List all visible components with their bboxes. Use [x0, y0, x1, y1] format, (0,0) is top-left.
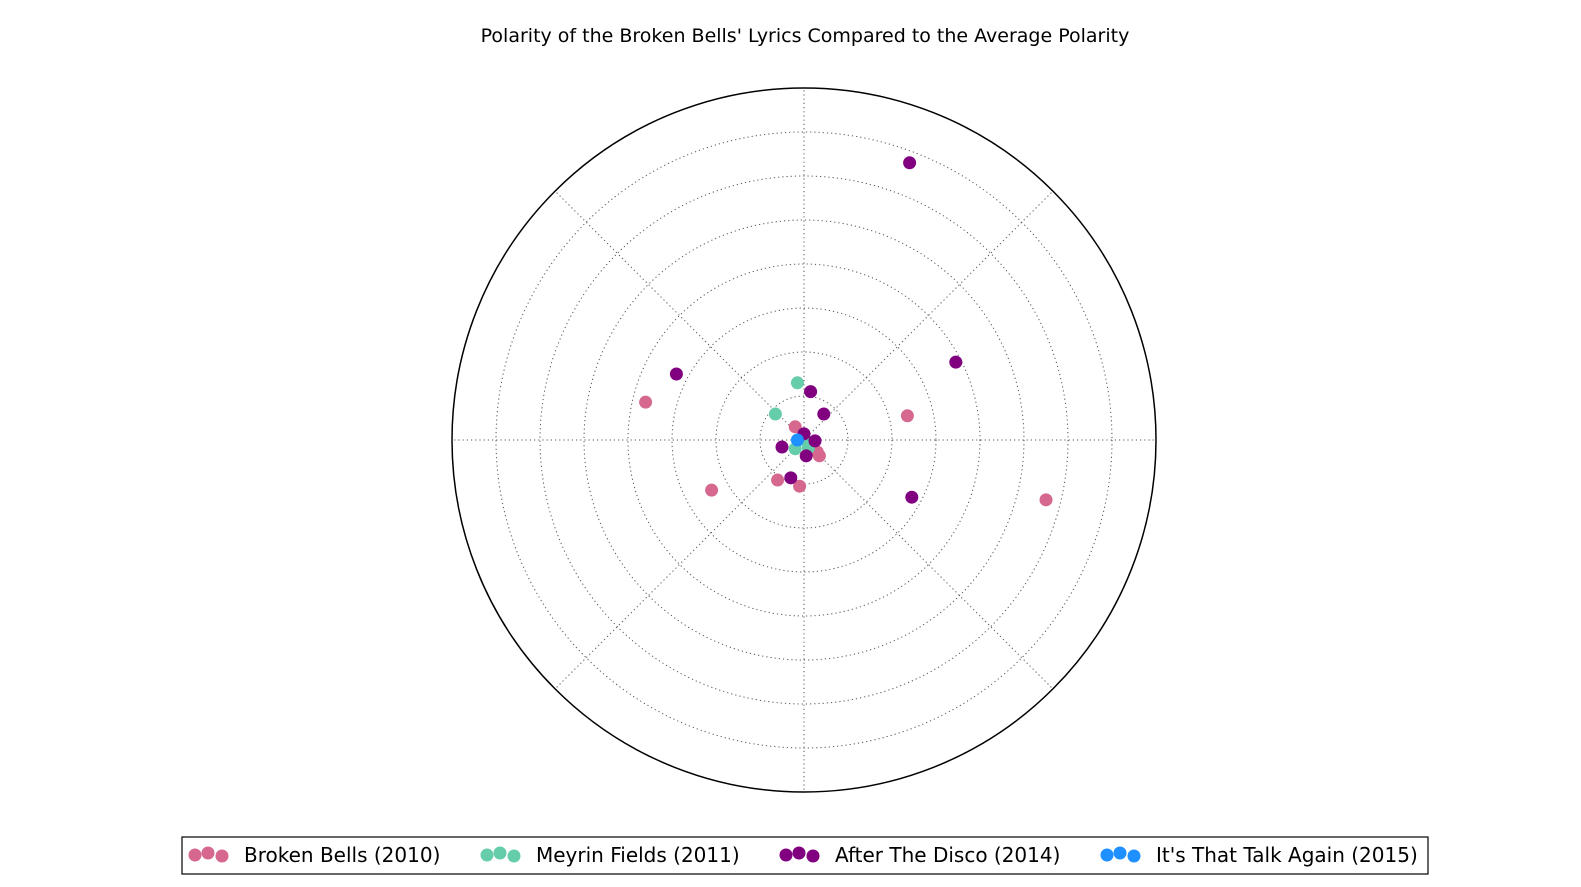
series-2	[669, 156, 963, 504]
legend-marker	[215, 849, 229, 863]
legend-marker	[480, 848, 494, 862]
polar-grid	[451, 87, 1157, 793]
data-point	[771, 473, 785, 487]
legend-marker	[806, 849, 820, 863]
series-3	[790, 433, 804, 447]
legend-label: After The Disco (2014)	[835, 843, 1060, 867]
data-point	[784, 471, 798, 485]
data-point	[705, 483, 719, 497]
legend-label: Meyrin Fields (2011)	[536, 843, 740, 867]
data-point	[949, 355, 963, 369]
legend-marker	[188, 848, 202, 862]
grid-spoke	[803, 190, 1054, 441]
legend: Broken Bells (2010) Meyrin Fields (2011) A…	[181, 836, 1429, 875]
grid-ring	[627, 263, 981, 617]
data-point	[804, 385, 818, 399]
series-0	[639, 395, 1053, 507]
chart-title: Polarity of the Broken Bells' Lyrics Com…	[481, 25, 1130, 47]
legend-marker	[493, 846, 507, 860]
data-point	[790, 376, 804, 390]
legend-entry: It's That Talk Again (2015)	[1100, 843, 1418, 867]
data-point	[799, 449, 813, 463]
data-point	[900, 409, 914, 423]
data-point	[768, 407, 782, 421]
data-point	[808, 434, 822, 448]
data-point	[903, 156, 917, 170]
legend-entry: Meyrin Fields (2011)	[480, 843, 740, 867]
legend-entry: Broken Bells (2010)	[188, 843, 440, 867]
legend-marker	[1113, 846, 1127, 860]
legend-marker	[1100, 848, 1114, 862]
grid-ring	[495, 131, 1113, 749]
grid-spoke	[803, 439, 1054, 690]
legend-marker	[1127, 849, 1141, 863]
polar-frame	[451, 87, 1157, 793]
grid-ring	[671, 307, 937, 573]
grid-ring	[583, 219, 1025, 661]
grid-ring	[715, 351, 893, 529]
legend-marker	[201, 846, 215, 860]
legend-label: It's That Talk Again (2015)	[1156, 843, 1418, 867]
legend-label: Broken Bells (2010)	[244, 843, 440, 867]
data-point	[1039, 493, 1053, 507]
data-point	[793, 479, 807, 493]
data-point	[790, 433, 804, 447]
data-point	[817, 407, 831, 421]
grid-spoke	[554, 439, 805, 690]
data-point	[639, 395, 653, 409]
data-point	[905, 490, 919, 504]
data-points	[639, 156, 1053, 507]
legend-marker	[792, 846, 806, 860]
legend-entry: After The Disco (2014)	[779, 843, 1060, 867]
legend-marker	[779, 848, 793, 862]
grid-ring	[759, 395, 849, 485]
legend-marker	[507, 849, 521, 863]
data-point	[775, 440, 789, 454]
data-point	[669, 367, 683, 381]
grid-spoke	[554, 190, 805, 441]
data-point	[788, 420, 802, 434]
grid-ring	[539, 175, 1069, 705]
